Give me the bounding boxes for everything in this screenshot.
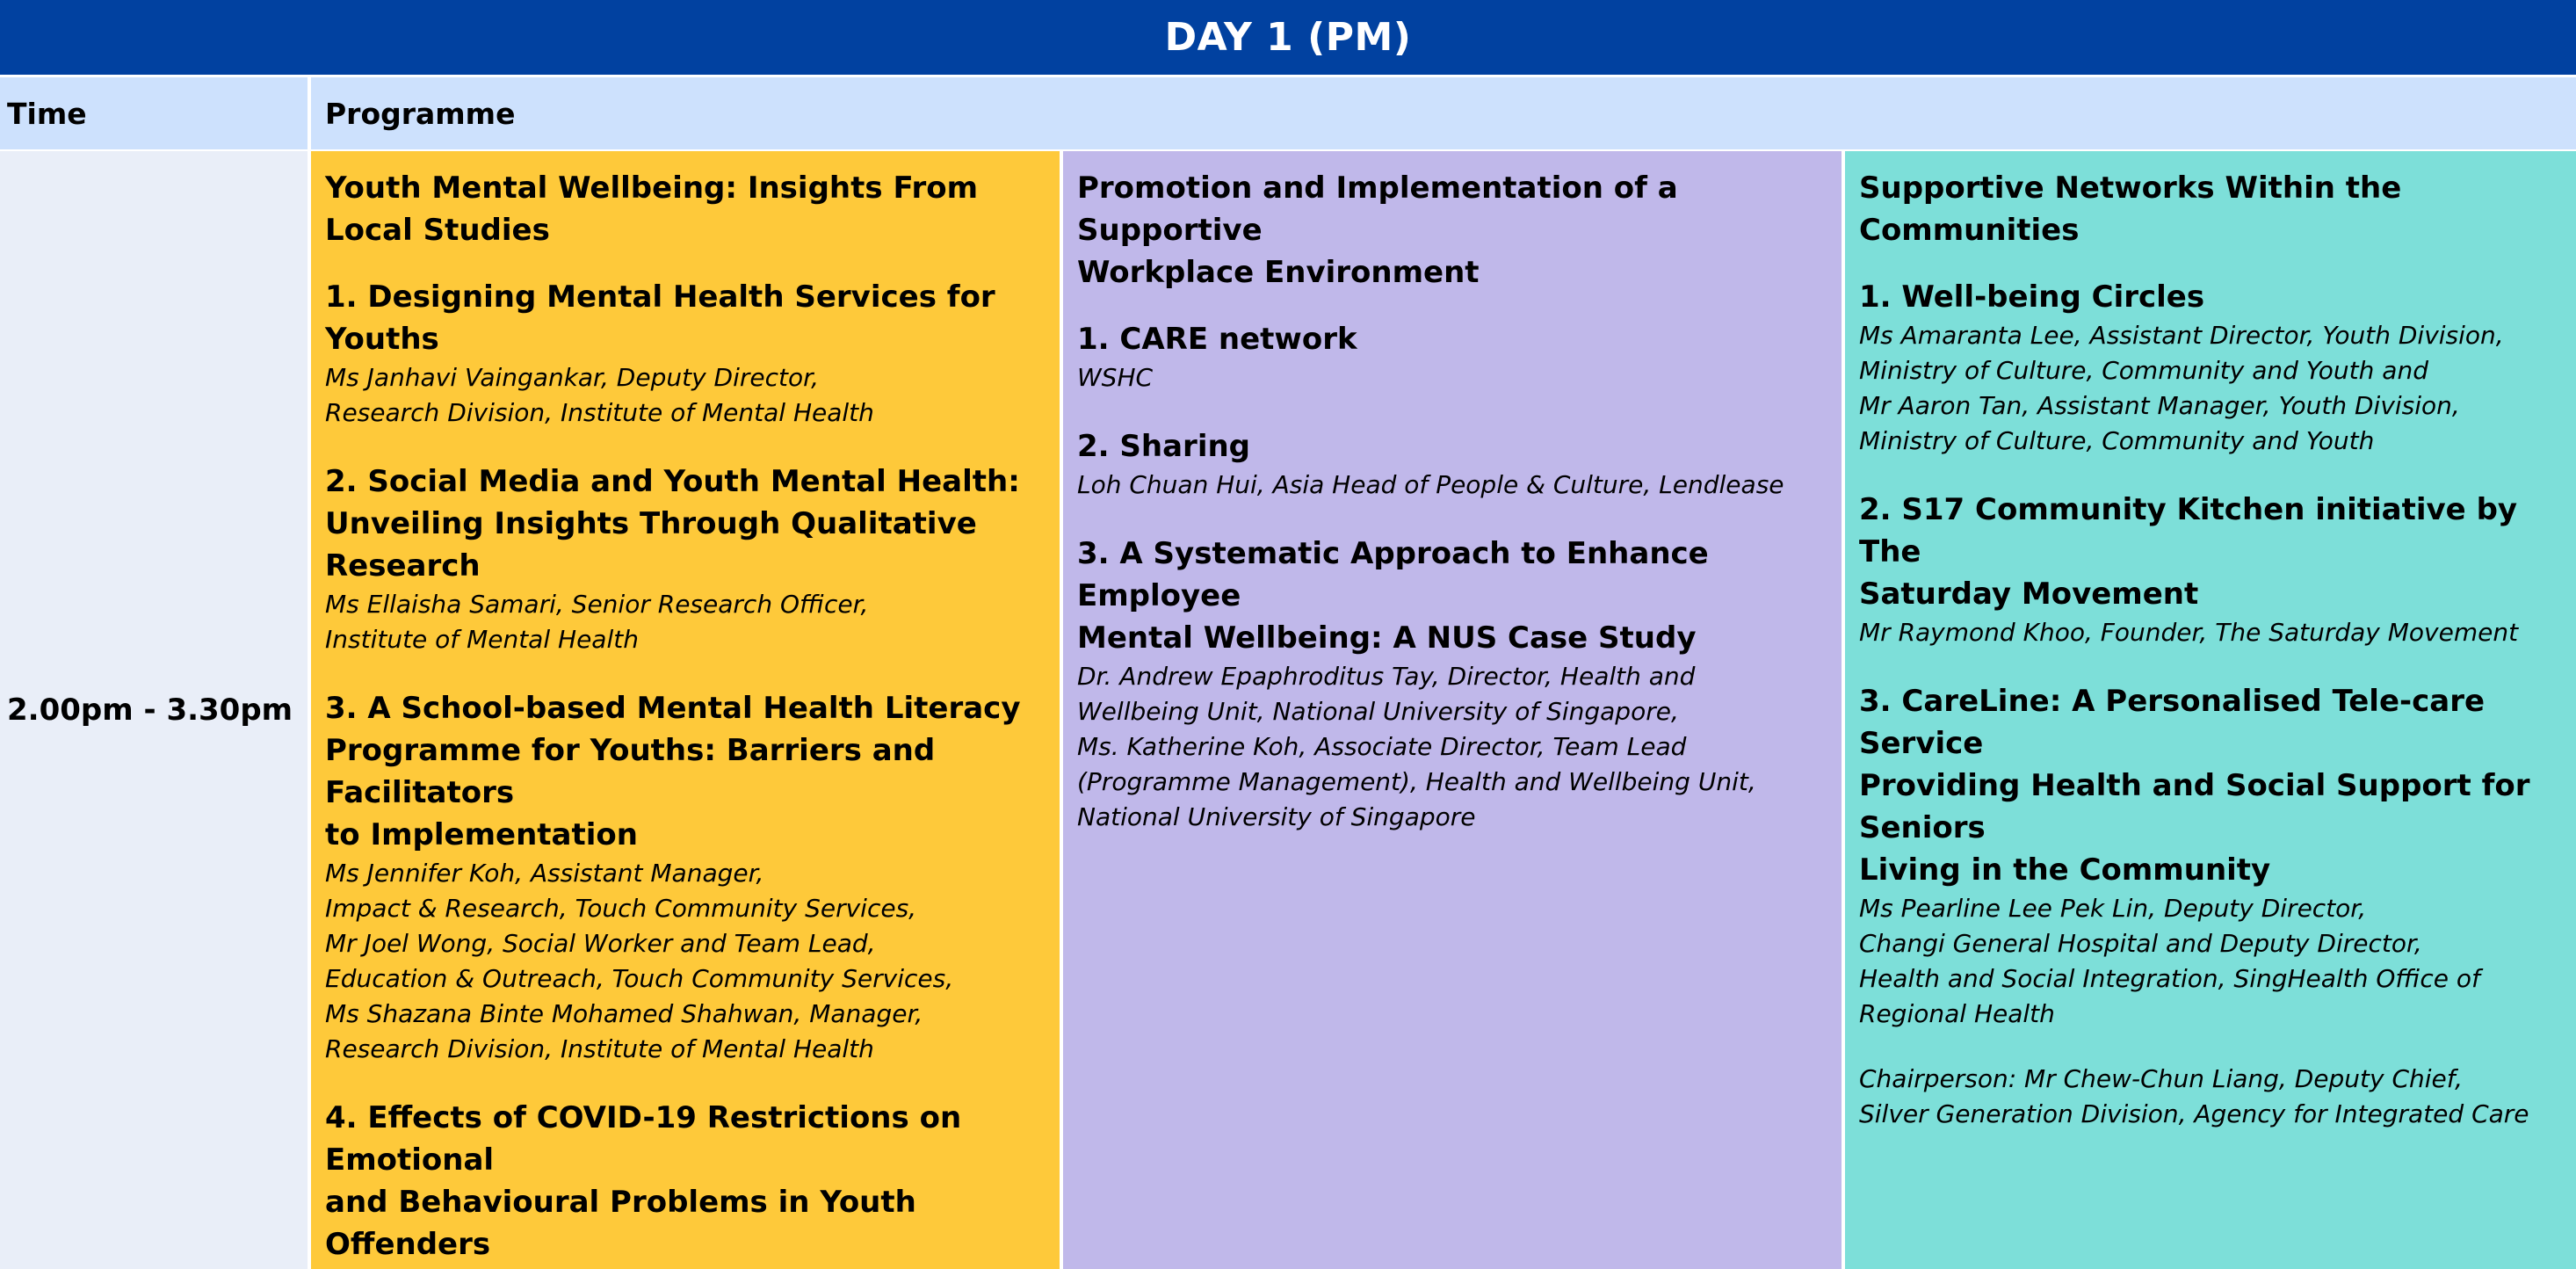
session-column-supportive-networks: Supportive Networks Within the Communiti… bbox=[1845, 151, 2576, 1269]
item-title: 1. CARE network bbox=[1077, 322, 1357, 357]
item-title: 4. Effects of COVID-19 Restrictions on E… bbox=[325, 1100, 962, 1262]
programme-column-header: Programme bbox=[311, 77, 2576, 149]
session-column-supportive-workplace: Promotion and Implementation of a Suppor… bbox=[1063, 151, 1842, 1269]
item-speakers: Ms Ellaisha Samari, Senior Research Offi… bbox=[325, 590, 869, 654]
time-slot-cell: 2.00pm - 3.30pm bbox=[0, 151, 308, 1269]
item-speakers: Ms Amaranta Lee, Assistant Director, You… bbox=[1859, 321, 2504, 455]
session-item: 1. Well-being Circles Ms Amaranta Lee, A… bbox=[1859, 276, 2562, 459]
time-slot: 2.00pm - 3.30pm bbox=[7, 693, 293, 728]
time-column-header: Time bbox=[0, 77, 308, 149]
item-speakers: Loh Chuan Hui, Asia Head of People & Cul… bbox=[1077, 470, 1784, 499]
item-title: 2. Social Media and Youth Mental Health:… bbox=[325, 464, 1020, 584]
session-item: 4. Effects of COVID-19 Restrictions on E… bbox=[325, 1097, 1046, 1269]
session-title: Promotion and Implementation of a Suppor… bbox=[1077, 170, 1678, 290]
session-item: 1. CARE network WSHC bbox=[1077, 318, 1827, 395]
item-title: 1. Designing Mental Health Services for … bbox=[325, 279, 995, 357]
session-item: 2. Sharing Loh Chuan Hui, Asia Head of P… bbox=[1077, 425, 1827, 503]
session-item: 3. A Systematic Approach to Enhance Empl… bbox=[1077, 533, 1827, 835]
session-item: 2. Social Media and Youth Mental Health:… bbox=[325, 460, 1046, 657]
session-item: 3. CareLine: A Personalised Tele-care Se… bbox=[1859, 680, 2562, 1032]
session-column-youth-mental-wellbeing: Youth Mental Wellbeing: Insights From Lo… bbox=[311, 151, 1060, 1269]
item-speakers: WSHC bbox=[1077, 363, 1154, 392]
item-title: 3. CareLine: A Personalised Tele-care Se… bbox=[1859, 684, 2530, 888]
item-speakers: Ms Janhavi Vaingankar, Deputy Director, … bbox=[325, 363, 874, 427]
item-speakers: Dr. Andrew Epaphroditus Tay, Director, H… bbox=[1077, 662, 1756, 831]
item-speakers: Mr Raymond Khoo, Founder, The Saturday M… bbox=[1859, 618, 2519, 647]
item-speakers: Ms Jennifer Koh, Assistant Manager, Impa… bbox=[325, 859, 954, 1063]
item-title: 3. A School-based Mental Health Literacy… bbox=[325, 691, 1021, 852]
session-item: 2. S17 Community Kitchen initiative by T… bbox=[1859, 489, 2562, 650]
item-title: 3. A Systematic Approach to Enhance Empl… bbox=[1077, 536, 1709, 656]
chairperson: Chairperson: Mr Chew-Chun Liang, Deputy … bbox=[1859, 1064, 2529, 1128]
item-speakers: Ms Pearline Lee Pek Lin, Deputy Director… bbox=[1859, 894, 2480, 1028]
day-title: DAY 1 (PM) bbox=[0, 0, 2576, 75]
session-item: 3. A School-based Mental Health Literacy… bbox=[325, 687, 1046, 1067]
session-item: 1. Designing Mental Health Services for … bbox=[325, 276, 1046, 431]
session-title: Youth Mental Wellbeing: Insights From Lo… bbox=[325, 170, 979, 248]
item-title: 2. S17 Community Kitchen initiative by T… bbox=[1859, 492, 2518, 612]
item-title: 2. Sharing bbox=[1077, 429, 1251, 464]
item-title: 1. Well-being Circles bbox=[1859, 279, 2205, 315]
session-title: Supportive Networks Within the Communiti… bbox=[1859, 170, 2402, 248]
